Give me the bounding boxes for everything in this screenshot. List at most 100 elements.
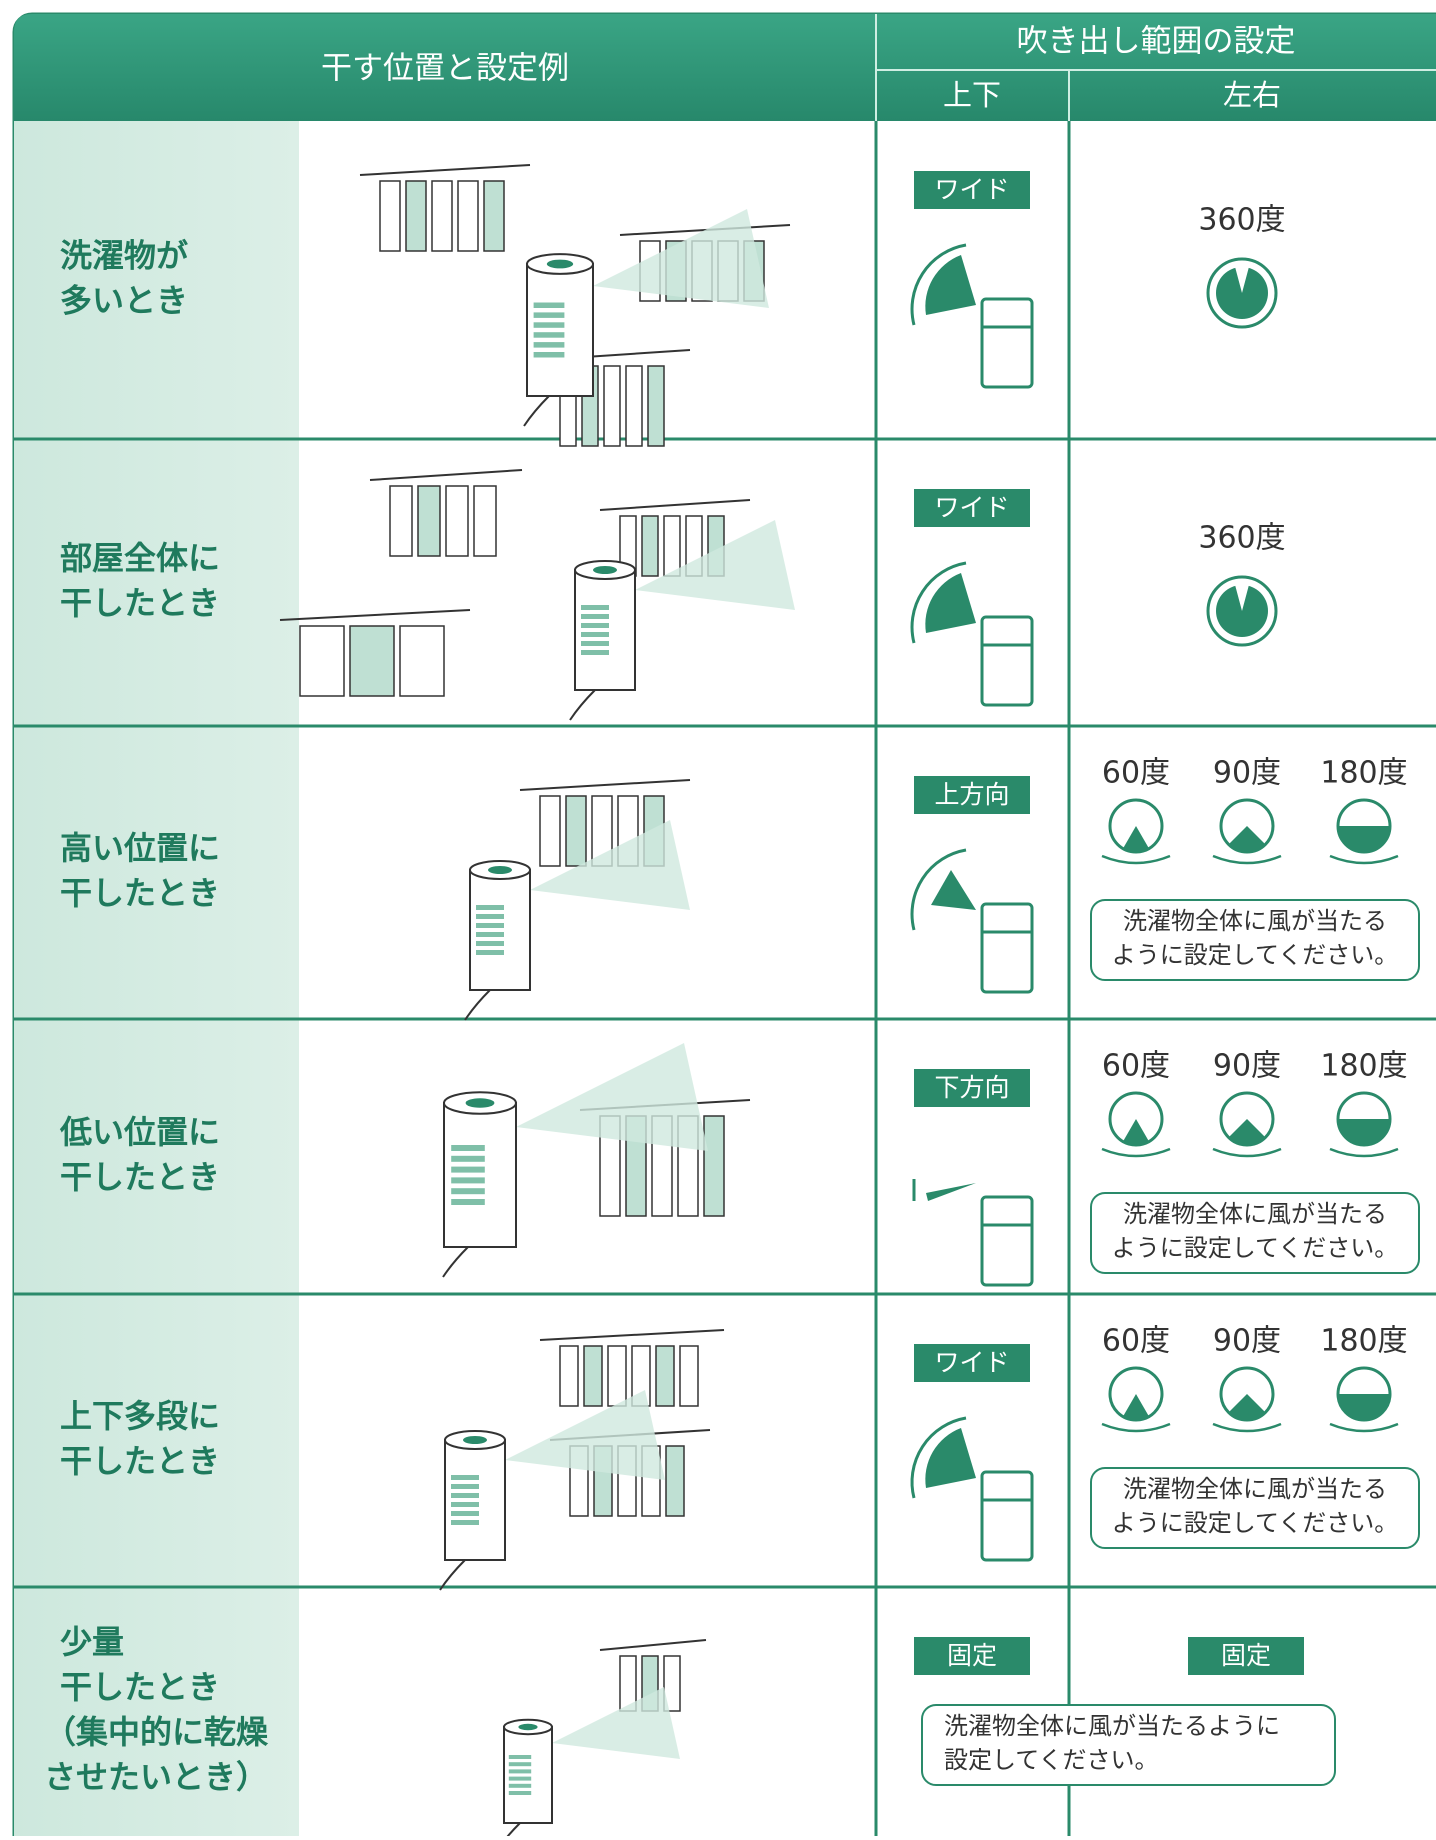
garment <box>483 180 505 252</box>
beam <box>516 1043 708 1151</box>
icon-unit <box>980 902 1034 994</box>
range-arrow <box>1101 854 1171 865</box>
illustration <box>442 1043 708 1278</box>
garment <box>679 1345 699 1407</box>
garment <box>379 180 401 252</box>
icon-wedge <box>925 1428 976 1488</box>
unit-cord <box>439 1559 466 1591</box>
garment <box>703 1115 725 1217</box>
note-box <box>1090 899 1420 981</box>
row-label: 低い位置に <box>59 1113 220 1151</box>
angle-text: 60度 <box>1102 1049 1170 1084</box>
unit-grille <box>533 332 565 338</box>
garment <box>665 1445 685 1517</box>
garment <box>349 625 395 697</box>
range-notch <box>1234 581 1250 611</box>
garment <box>655 1345 675 1407</box>
garment <box>457 180 479 252</box>
range-sector <box>1228 1394 1266 1420</box>
unit-grille <box>451 1475 479 1480</box>
garment <box>663 1655 681 1712</box>
unit-grille <box>451 1145 485 1151</box>
setting-badge-text: 固定 <box>1221 1641 1271 1670</box>
header-horizontal: 左右 <box>1223 78 1281 112</box>
note-box <box>1090 1192 1420 1274</box>
unit-cord <box>442 1246 469 1278</box>
unit-grille <box>451 1493 479 1498</box>
illustration <box>439 1390 665 1591</box>
range-sector <box>1338 826 1390 852</box>
unit-body <box>443 1102 517 1248</box>
unit-body <box>469 869 531 991</box>
note-text: 洗濯物全体に風が当たる <box>1123 1475 1387 1503</box>
header-title: 干す位置と設定例 <box>321 51 569 87</box>
clothesline <box>279 609 471 621</box>
clothesline <box>359 164 531 176</box>
unit-grille <box>451 1188 485 1195</box>
note-text: ように設定してください。 <box>1112 1509 1399 1537</box>
setting-badge-text: 固定 <box>947 1641 997 1670</box>
unit-body <box>574 569 636 691</box>
garment <box>607 1345 627 1407</box>
range-sector <box>1123 1394 1149 1420</box>
icon-wedge <box>925 573 976 633</box>
setting-badge-text: ワイド <box>934 493 1009 522</box>
unit-grille <box>508 1755 532 1759</box>
row-label: 干したとき <box>60 1668 220 1706</box>
header-vertical: 上下 <box>943 78 1001 112</box>
clothesline <box>599 499 751 511</box>
unit-grille <box>476 923 504 928</box>
beam <box>593 209 769 308</box>
range-arrow <box>1329 854 1399 865</box>
unit-cord <box>523 395 550 427</box>
unit-grille <box>581 650 609 655</box>
unit-grille <box>476 941 504 946</box>
garment <box>559 1345 579 1407</box>
unit-vent <box>465 1098 495 1108</box>
icon-wedge <box>925 255 976 315</box>
note-text: 洗濯物全体に風が当たる <box>1123 1200 1387 1228</box>
unit-grille <box>476 914 504 919</box>
unit-grille <box>451 1520 479 1525</box>
note-text: 洗濯物全体に風が当たるように <box>944 1712 1280 1740</box>
beam <box>530 820 690 910</box>
setting-badge-text: ワイド <box>934 1348 1009 1377</box>
note-text: 設定してください。 <box>944 1746 1159 1774</box>
unit-grille <box>476 950 504 955</box>
range-sector <box>1123 1119 1149 1145</box>
range-notch <box>1234 263 1250 293</box>
row-label: 上下多段に <box>60 1397 220 1435</box>
label-column <box>14 121 299 1836</box>
angle-text: 90度 <box>1213 756 1281 791</box>
range-sector <box>1123 826 1149 852</box>
header-range-title: 吹き出し範囲の設定 <box>1017 24 1296 60</box>
illustration <box>464 820 690 1021</box>
garment <box>647 365 665 447</box>
unit-grille <box>533 342 565 348</box>
garment <box>641 515 659 577</box>
icon-arrow <box>910 243 967 326</box>
icon-wedge <box>931 870 976 910</box>
icon-arrow <box>910 561 967 644</box>
setting-badge <box>914 776 1030 814</box>
note-text: ように設定してください。 <box>1112 1234 1399 1262</box>
unit-vent <box>593 566 617 574</box>
range-icon <box>1206 257 1278 329</box>
unit-grille <box>508 1791 532 1795</box>
unit-cord <box>569 689 596 721</box>
setting-badge <box>914 171 1030 209</box>
setting-badge <box>914 489 1030 527</box>
range-sector <box>1228 1119 1266 1146</box>
row-label: 部屋全体に <box>60 539 220 577</box>
unit-grille <box>581 623 609 628</box>
row-label: 干したとき <box>60 1158 220 1196</box>
unit-body <box>526 263 594 397</box>
unit-vent <box>546 259 574 269</box>
unit-grille <box>533 302 565 308</box>
unit-grille <box>533 312 565 318</box>
setting-badge <box>914 1344 1030 1382</box>
icon-unit <box>980 615 1034 707</box>
unit-grille <box>581 605 609 610</box>
